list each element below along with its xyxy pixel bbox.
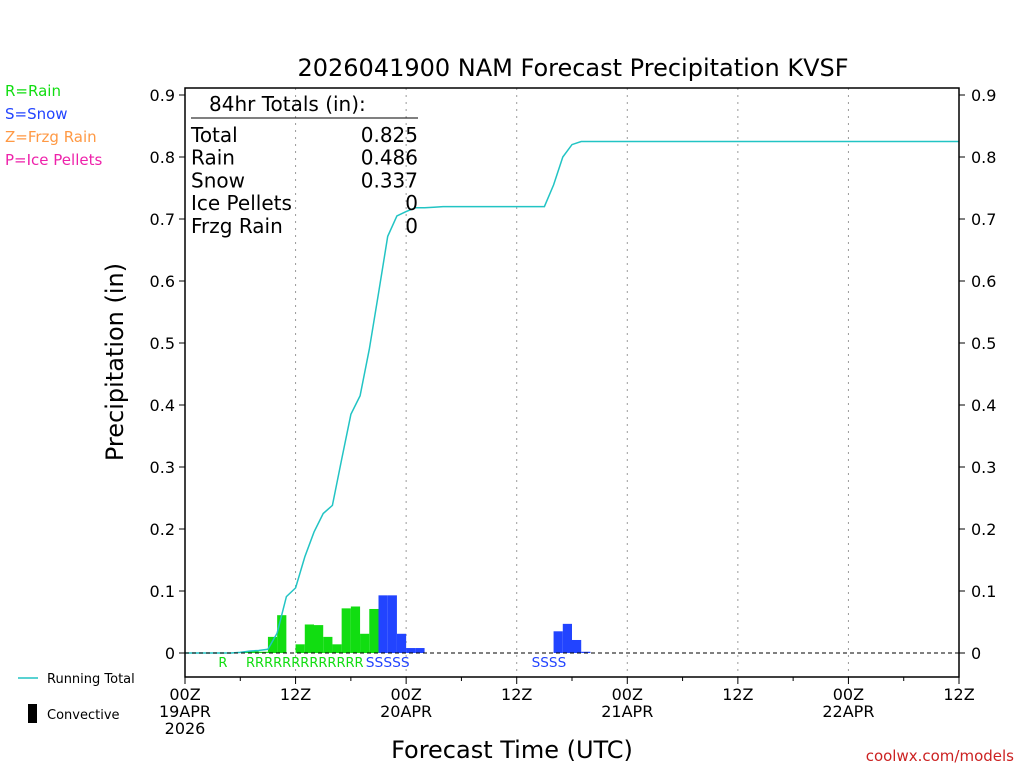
x-tick-label: 20APR <box>380 702 432 721</box>
precip-marker-snow: SSSS <box>532 656 567 671</box>
y-tick-label-right: 0.1 <box>971 582 996 601</box>
type-legend-item: P=Ice Pellets <box>5 151 102 169</box>
x-tick-label: 00Z <box>390 685 421 704</box>
precip-bar-rain <box>350 606 361 653</box>
precip-bar-rain <box>341 608 351 653</box>
y-tick-label-right: 0.3 <box>971 458 996 477</box>
x-tick-label: 19APR <box>159 702 211 721</box>
type-legend-item: S=Snow <box>5 105 68 123</box>
precip-bar-rain <box>277 615 287 653</box>
y-tick-label-left: 0.9 <box>150 86 175 105</box>
precip-bar-snow <box>406 648 416 653</box>
credit-text: coolwx.com/models <box>866 747 1014 765</box>
x-tick-label: 12Z <box>722 685 753 704</box>
y-tick-label-left: 0.1 <box>150 582 175 601</box>
x-tick-label: 2026 <box>165 719 206 738</box>
precip-bar-rain <box>295 644 305 653</box>
x-tick-label: 12Z <box>943 685 974 704</box>
totals-row-label: Ice Pellets <box>191 191 292 215</box>
vertical-gridlines <box>295 88 849 677</box>
y-tick-label-left: 0.2 <box>150 520 175 539</box>
totals-row-label: Total <box>190 123 238 147</box>
totals-rows: Total 0.825 Rain 0.486 Snow 0.337 Ice Pellets 0… <box>190 123 418 238</box>
totals-header: 84hr Totals (in): <box>209 92 366 116</box>
x-tick-label: 21APR <box>601 702 653 721</box>
precip-bar-rain <box>249 651 259 653</box>
y-tick-label-left: 0.7 <box>150 210 175 229</box>
chart-title: 2026041900 NAM Forecast Precipitation KV… <box>297 54 848 82</box>
precip-marker-snow: SSSSS <box>366 656 410 671</box>
precip-bar-snow <box>581 651 591 653</box>
y-tick-label-right: 0.5 <box>971 334 996 353</box>
x-axis-label: Forecast Time (UTC) <box>391 736 633 764</box>
precip-bar-snow <box>378 595 388 653</box>
precip-bar-snow <box>572 639 582 653</box>
totals-row-label: Frzg Rain <box>191 214 283 238</box>
precip-bar-rain <box>323 636 333 653</box>
precip-bar-rain <box>304 624 314 653</box>
x-tick-label: 00Z <box>833 685 864 704</box>
x-tick-label: 12Z <box>501 685 532 704</box>
convective-legend-swatch <box>28 704 37 723</box>
totals-row-value: 0.825 <box>361 123 418 147</box>
y-tick-label-left: 0.4 <box>150 396 175 415</box>
x-tick-label: 00Z <box>169 685 200 704</box>
y-axis-label: Precipitation (in) <box>101 263 129 461</box>
series-legend: Running Total Convective <box>18 672 135 723</box>
totals-row-value: 0 <box>405 214 418 238</box>
precip-bar-rain <box>360 633 370 653</box>
x-tick-label: 12Z <box>280 685 311 704</box>
totals-row-label: Rain <box>191 146 235 170</box>
x-tick-label: 00Z <box>612 685 643 704</box>
precip-bar-snow <box>562 623 572 653</box>
precip-bar-snow <box>387 595 397 653</box>
running-total-line <box>185 140 959 654</box>
precip-bar-rain <box>332 644 342 653</box>
type-legend-item: R=Rain <box>5 82 61 100</box>
precip-bar-rain <box>258 651 268 653</box>
y-tick-label-right: 0 <box>971 644 981 663</box>
type-legend-item: Z=Frzg Rain <box>5 128 97 146</box>
y-tick-label-left: 0.5 <box>150 334 175 353</box>
y-tick-label-left: 0.3 <box>150 458 175 477</box>
totals-row-label: Snow <box>191 168 245 192</box>
x-tick-label: 22APR <box>822 702 874 721</box>
precip-bar-rain <box>314 625 324 653</box>
precip-bar-rain <box>267 636 278 653</box>
totals-box: 84hr Totals (in): Total 0.825 Rain 0.486 Sno… <box>190 92 418 238</box>
running-total-line-group <box>185 140 959 654</box>
totals-row-value: 0.337 <box>361 168 418 192</box>
precip-marker-rain: R <box>218 656 227 671</box>
y-axis: 0 00.1 0.10.2 0.20.3 0.30.4 0.40.5 0.50.6 0.60.… <box>150 86 997 663</box>
totals-row-value: 0 <box>405 191 418 215</box>
y-tick-label-right: 0.7 <box>971 210 996 229</box>
precip-bar-snow <box>415 648 425 653</box>
precip-bar-snow <box>553 631 563 653</box>
plot-frame <box>184 87 960 678</box>
y-tick-label-right: 0.9 <box>971 86 996 105</box>
y-tick-label-left: 0.8 <box>150 148 175 167</box>
y-tick-label-right: 0.8 <box>971 148 996 167</box>
y-tick-label-right: 0.2 <box>971 520 996 539</box>
precip-marker-rain: RRRRRRRRRRRRR <box>246 656 364 671</box>
y-tick-label-left: 0 <box>165 644 175 663</box>
y-tick-label-right: 0.6 <box>971 272 996 291</box>
precip-bar-snow <box>396 633 407 653</box>
precip-type-legend: R=Rain S=Snow Z=Frzg Rain P=Ice Pellets <box>5 82 102 169</box>
series-legend-label: Running Total <box>47 672 135 687</box>
precip-bars <box>240 595 591 653</box>
y-tick-label-left: 0.6 <box>150 272 175 291</box>
totals-row-value: 0.486 <box>361 146 418 170</box>
precip-bar-rain <box>369 608 379 653</box>
precip-type-markers: R RRRRRRRRRRRRR SSSSS SSSS <box>218 656 566 671</box>
y-tick-label-right: 0.4 <box>971 396 996 415</box>
series-legend-label: Convective <box>47 708 120 723</box>
